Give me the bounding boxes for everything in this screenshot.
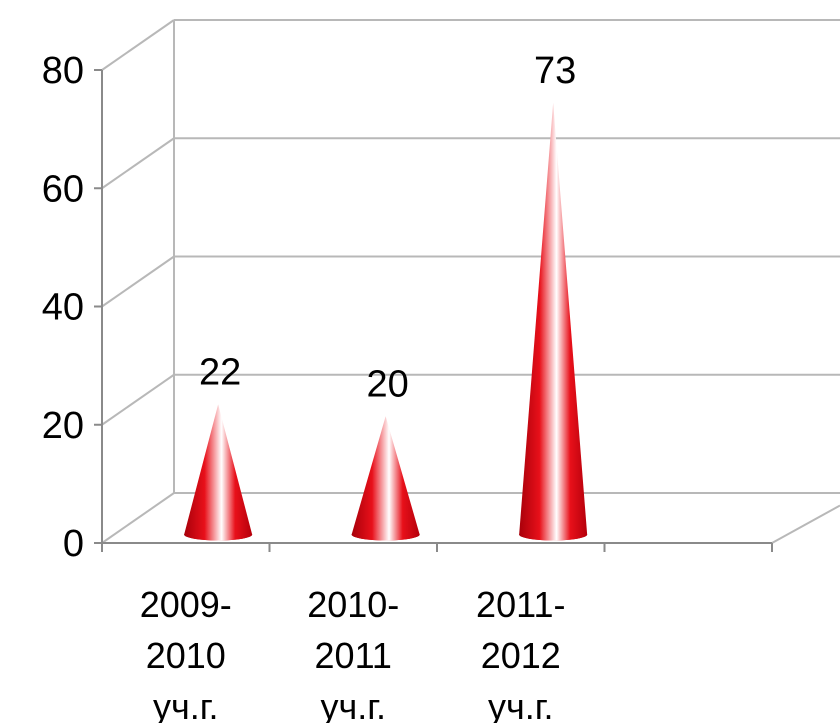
- side-gridline: [101, 19, 175, 71]
- category-label: уч.г.: [153, 686, 219, 723]
- side-gridline: [101, 492, 175, 544]
- data-label: 20: [367, 363, 409, 405]
- y-tick-label: 80: [42, 50, 84, 92]
- side-gridline: [101, 255, 175, 308]
- cone-bar: [184, 404, 253, 541]
- category-label: уч.г.: [488, 686, 554, 723]
- data-label: 22: [199, 351, 241, 393]
- cones: [184, 102, 588, 541]
- floor-edge: [771, 504, 840, 544]
- data-labels: 22 20 73: [199, 50, 576, 405]
- category-label: 2011-: [476, 584, 565, 625]
- category-label: 2009-: [140, 584, 232, 625]
- y-tick-label: 40: [42, 287, 84, 329]
- cone-bar: [351, 416, 420, 541]
- y-tick-labels: 0 20 40 60 80: [42, 50, 84, 565]
- y-tick-label: 60: [42, 168, 84, 210]
- category-label: 2012: [481, 635, 561, 676]
- category-label: 2010-: [307, 584, 399, 625]
- category-label: 2011: [315, 635, 392, 676]
- category-labels: 2009- 2010 уч.г. 2010- 2011 уч.г. 2011- 2012 уч.…: [140, 584, 566, 723]
- category-label: уч.г.: [321, 686, 387, 723]
- side-gridline: [101, 373, 175, 426]
- gridlines: [101, 19, 840, 544]
- data-label: 73: [534, 50, 576, 92]
- category-label: 2010: [146, 635, 226, 676]
- y-tick-label: 20: [42, 405, 84, 447]
- axes: [94, 69, 773, 552]
- cone-bar: [519, 102, 588, 541]
- y-tick-label: 0: [63, 523, 84, 565]
- side-gridline: [101, 137, 175, 190]
